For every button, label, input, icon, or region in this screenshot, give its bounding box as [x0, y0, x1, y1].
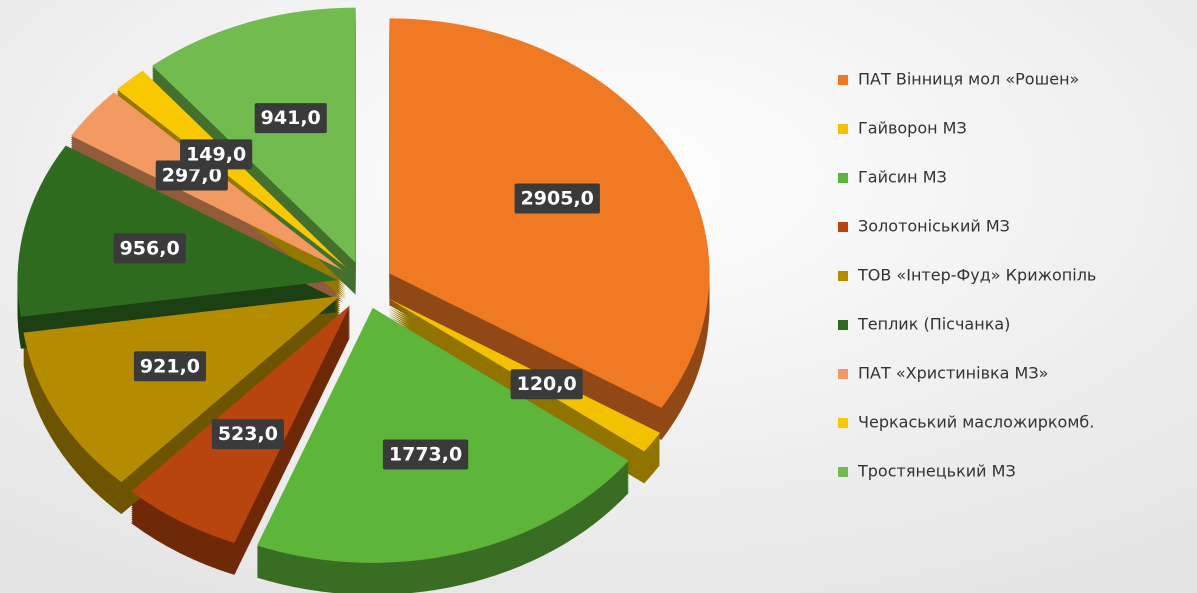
value-label-box: [113, 233, 186, 264]
value-label: 149,0: [186, 143, 246, 165]
slice: [257, 307, 629, 563]
legend: ПАТ Вінниця мол «Рошен» Гайворон МЗ Гайсин…: [838, 70, 1096, 481]
value-label-box: [211, 419, 284, 450]
value-label-box: [254, 103, 327, 134]
value-label: 297,0: [162, 164, 222, 186]
legend-swatch: [838, 467, 848, 477]
value-label: 956,0: [120, 237, 180, 259]
legend-swatch: [838, 222, 848, 232]
value-label-box: [382, 439, 469, 470]
value-label: 523,0: [218, 423, 278, 445]
value-label-box: [180, 139, 253, 170]
slice: [23, 296, 341, 483]
value-labels: 2905,0 120,0 1773,0 523,0 921,0 956,0 297,0149…: [113, 103, 600, 470]
legend-swatch: [838, 124, 848, 134]
legend-swatch: [838, 271, 848, 281]
legend-swatch: [838, 418, 848, 428]
legend-label: ПАТ «Христинівка МЗ»: [858, 364, 1048, 383]
value-label: 1773,0: [389, 443, 462, 465]
legend-label: ТОВ «Інтер-Фуд» Крижопіль: [857, 266, 1096, 285]
legend-label: Теплик (Пісчанка): [857, 315, 1010, 334]
value-label: 941,0: [261, 107, 321, 129]
legend-swatch: [838, 75, 848, 85]
value-label: 120,0: [517, 373, 577, 395]
legend-label: Золотоніський МЗ: [858, 217, 1010, 236]
legend-label: Тростянецький МЗ: [857, 462, 1016, 481]
value-label-box: [514, 183, 600, 214]
legend-label: Гайсин МЗ: [858, 168, 947, 187]
legend-label: ПАТ Вінниця мол «Рошен»: [858, 70, 1079, 89]
value-label: 2905,0: [521, 188, 594, 210]
legend-label: Черкаський масложиркомб.: [858, 413, 1094, 432]
slice-tops: [17, 7, 710, 563]
value-label-box: [133, 351, 207, 382]
legend-label: Гайворон МЗ: [858, 119, 967, 138]
slice: [17, 145, 338, 317]
value-label-box: [510, 369, 583, 400]
slice: [152, 7, 356, 263]
legend-swatch: [838, 369, 848, 379]
value-label: 921,0: [140, 355, 200, 377]
legend-swatch: [838, 173, 848, 183]
legend-swatch: [838, 320, 848, 330]
